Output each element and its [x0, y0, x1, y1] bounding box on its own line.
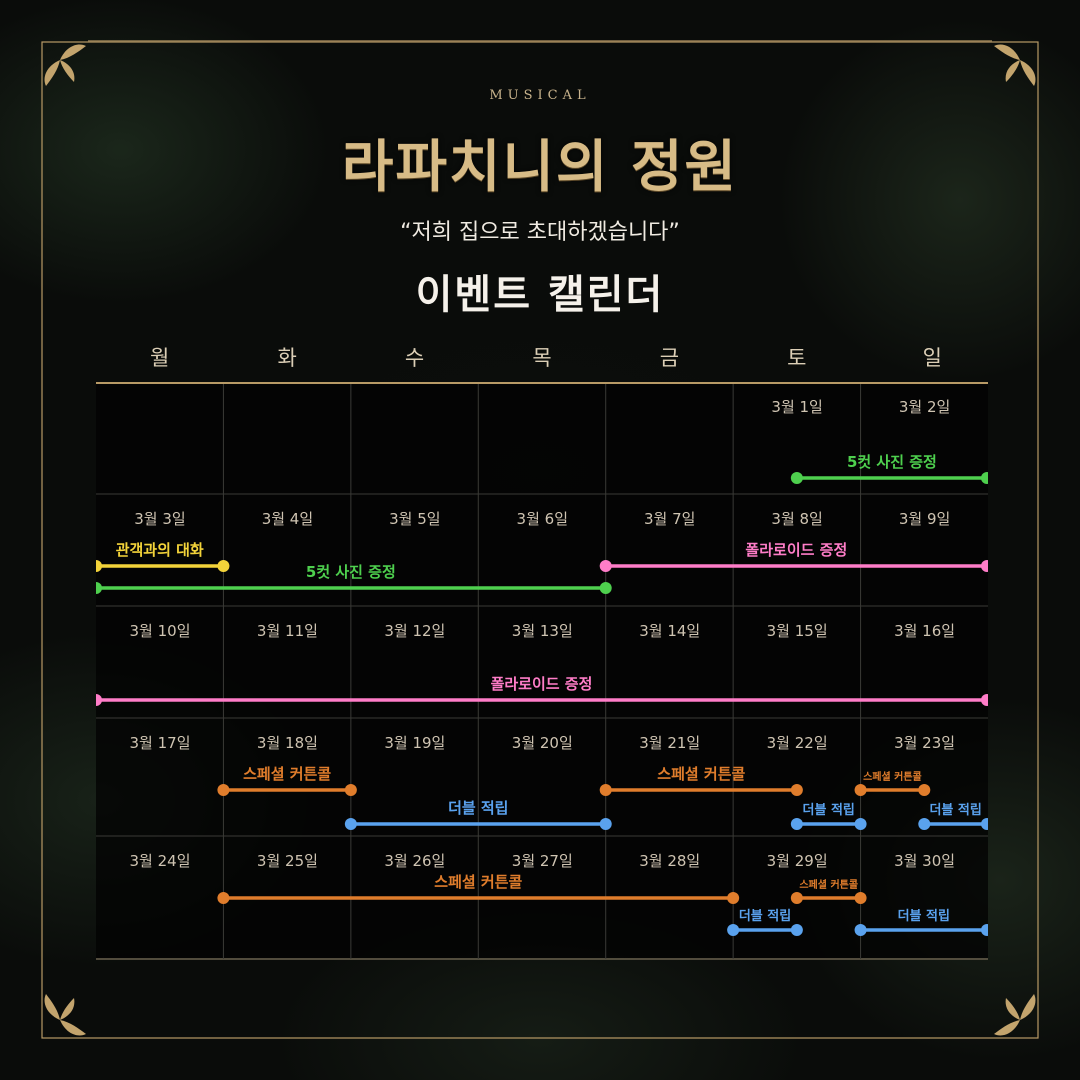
date-cell-label: 3월 25일	[256, 852, 318, 870]
date-cell-label: 3월 24일	[129, 852, 191, 870]
event-end-dot	[854, 818, 867, 830]
date-cell-label: 3월 7일	[643, 510, 696, 528]
event-end-dot	[918, 784, 931, 796]
date-cell-label: 3월 27일	[511, 852, 573, 870]
date-cell-label: 3월 13일	[511, 622, 573, 640]
date-cell-label: 3월 5일	[389, 510, 441, 528]
weekday-5: 토	[787, 346, 807, 370]
date-cell-label: 3월 17일	[129, 734, 191, 752]
date-cell-label: 3월 18일	[256, 734, 318, 752]
event-start-dot	[217, 784, 230, 796]
date-cell-label: 3월 21일	[639, 734, 701, 752]
event-end-dot	[599, 582, 612, 594]
event-start-dot	[854, 924, 867, 936]
event-label: 스페셜 커튼콜	[243, 765, 332, 783]
date-cell-label: 3월 26일	[384, 852, 446, 870]
show-title: 라파치니의 정원	[341, 134, 739, 200]
weekday-2: 수	[404, 346, 425, 370]
event-start-dot	[96, 582, 102, 594]
event-start-dot	[96, 694, 102, 706]
event-start-dot	[790, 818, 803, 830]
date-cell-label: 3월 29일	[766, 852, 828, 870]
date-cell-label: 3월 14일	[639, 622, 701, 640]
event-label: 더블 적립	[897, 909, 950, 924]
calendar-heading: 이벤트 캘린더	[415, 272, 665, 318]
date-cell-label: 3월 4일	[261, 510, 314, 528]
date-cell-label: 3월 10일	[129, 622, 191, 640]
date-cell-label: 3월 9일	[898, 510, 951, 528]
frame-top-line	[88, 40, 992, 42]
date-cell-label: 3월 12일	[384, 622, 446, 640]
calendar-lines-and-events	[96, 382, 988, 960]
date-cell-label: 3월 22일	[766, 734, 828, 752]
event-label: 스페셜 커튼콜	[799, 880, 859, 891]
event-end-dot	[854, 892, 867, 904]
date-cell-label: 3월 8일	[771, 510, 823, 528]
event-end-dot	[981, 560, 988, 572]
date-cell-label: 3월 6일	[516, 510, 569, 528]
invitation-subtitle: “저희 집으로 초대하겠습니다”	[400, 220, 680, 245]
event-start-dot	[854, 784, 867, 796]
event-start-dot	[96, 560, 102, 572]
event-label: 5컷 사진 증정	[305, 563, 396, 581]
event-start-dot	[599, 560, 612, 572]
event-start-dot	[918, 818, 931, 830]
date-cell-label: 3월 15일	[766, 622, 828, 640]
date-cell-label: 3월 23일	[894, 734, 956, 752]
date-cell-label: 3월 2일	[898, 398, 951, 416]
weekday-6: 일	[922, 346, 942, 370]
event-end-dot	[981, 924, 988, 936]
event-end-dot	[727, 892, 740, 904]
event-end-dot	[599, 818, 612, 830]
event-label: 스페셜 커튼콜	[863, 772, 922, 783]
event-end-dot	[981, 818, 988, 830]
leaf-ornament-icon	[44, 44, 1036, 1036]
event-label: 폴라로이드 증정	[490, 675, 593, 693]
event-label: 더블 적립	[738, 909, 792, 924]
event-label: 더블 적립	[802, 803, 855, 818]
date-cell-label: 3월 30일	[894, 852, 956, 870]
date-cell-label: 3월 19일	[384, 734, 446, 752]
event-end-dot	[790, 924, 803, 936]
event-start-dot	[344, 818, 357, 830]
event-end-dot	[217, 560, 230, 572]
weekday-1: 화	[277, 346, 297, 370]
event-label: 5컷 사진 증정	[846, 453, 937, 471]
event-end-dot	[790, 784, 803, 796]
event-label: 관객과의 대화	[115, 541, 204, 559]
event-start-dot	[599, 784, 612, 796]
event-label: 스페셜 커튼콜	[657, 765, 746, 783]
musical-label: MUSICAL	[489, 88, 591, 103]
date-cell-label: 3월 20일	[511, 734, 573, 752]
event-label: 더블 적립	[448, 799, 509, 817]
date-cell-label: 3월 11일	[256, 622, 318, 640]
event-calendar-grid: 3월 1일 3월 2일 3월 3일 3월 4일 3월 5일 3월 6일 3월 7일 3월 8일…	[96, 382, 988, 960]
weekday-3: 목	[532, 346, 552, 370]
weekday-4: 금	[659, 346, 680, 370]
event-start-dot	[217, 892, 230, 904]
event-start-dot	[790, 472, 803, 484]
event-label: 더블 적립	[929, 803, 982, 818]
date-cell-label: 3월 1일	[771, 398, 823, 416]
event-end-dot	[981, 694, 988, 706]
event-end-dot	[981, 472, 988, 484]
event-end-dot	[344, 784, 357, 796]
event-start-dot	[727, 924, 740, 936]
date-cell-label: 3월 16일	[894, 622, 956, 640]
weekday-0: 월	[150, 346, 170, 370]
event-start-dot	[790, 892, 803, 904]
event-label: 스페셜 커튼콜	[434, 873, 523, 891]
date-cell-label: 3월 28일	[639, 852, 701, 870]
date-cell-label: 3월 3일	[134, 510, 186, 528]
event-label: 폴라로이드 증정	[745, 541, 848, 559]
